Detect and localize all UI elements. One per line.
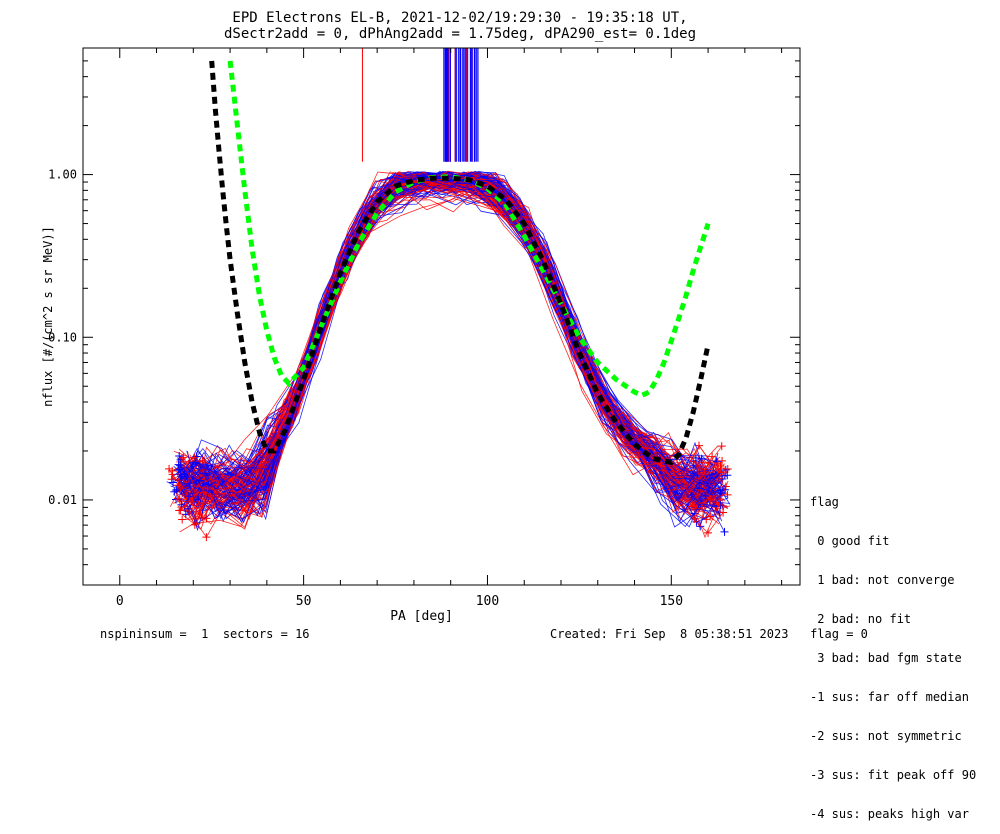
x-tick-label: 150 [660, 594, 683, 609]
profile-line [188, 172, 720, 521]
profile-line [176, 176, 715, 504]
data-point-marker [717, 442, 726, 451]
data-point-marker [708, 452, 717, 461]
profile-line [173, 193, 714, 526]
data-point-marker [717, 464, 726, 473]
footer-spin-info: nspininsum = 1 sectors = 16 [100, 627, 310, 641]
profile-line [178, 179, 715, 512]
x-tick-label: 0 [116, 594, 124, 609]
data-point-marker [175, 506, 184, 515]
profile-line [177, 174, 714, 517]
data-point-marker [202, 533, 211, 542]
legend-item: 2 bad: no fit [810, 612, 912, 626]
data-point-marker [706, 512, 715, 521]
data-point-marker [184, 492, 193, 501]
fit-curves [209, 60, 711, 466]
black-fit-curve [209, 60, 711, 466]
profile-line [186, 170, 722, 512]
data-point-marker [174, 460, 183, 469]
data-point-marker [169, 478, 178, 487]
profile-line [188, 178, 725, 533]
y-axis-label: nflux [#/(cm^2 s sr MeV)] [41, 226, 55, 407]
legend-item: -4 sus: peaks high var [810, 807, 969, 821]
data-point-marker [201, 469, 210, 478]
data-point-marker [706, 495, 715, 504]
profile-line [172, 175, 711, 508]
data-point-marker [690, 514, 699, 523]
data-bundle [165, 48, 732, 542]
plot-frame [82, 47, 801, 586]
data-point-marker [720, 527, 729, 536]
legend-item: -2 sus: not symmetric [810, 729, 962, 743]
y-tick-label: 0.10 [48, 330, 77, 344]
profile-line [177, 180, 714, 512]
data-point-marker [701, 492, 710, 501]
x-tick-label: 100 [476, 594, 499, 609]
profile-line [185, 189, 729, 539]
data-point-marker [723, 490, 732, 499]
legend-item: -1 sus: far off median [810, 690, 969, 704]
data-point-marker [175, 452, 184, 461]
x-tick-label: 50 [296, 594, 312, 609]
x-axis-label: PA [deg] [390, 609, 453, 624]
data-point-marker [190, 453, 199, 462]
profile-line [187, 190, 728, 528]
legend-title: flag [810, 495, 839, 509]
pitch-angle-chart: 0 50 100 150 0.01 0.10 1.00 PA [deg] nflux [#/(c… [41, 47, 801, 624]
data-point-marker [694, 441, 703, 450]
data-point-marker [718, 456, 727, 465]
chart-title-line-1: EPD Electrons EL-B, 2021-12-02/19:29:30 … [232, 10, 688, 26]
legend-item: 1 bad: not converge [810, 573, 955, 587]
data-point-marker [177, 500, 186, 509]
profile-line [178, 176, 711, 520]
data-point-marker [719, 508, 728, 517]
data-point-marker [167, 475, 176, 484]
flag-legend: flag 0 good fit 1 bad: not converge 2 ba… [810, 470, 976, 834]
chart-title-line-2: dSectr2add = 0, dPhAng2add = 1.75deg, dP… [223, 26, 696, 42]
data-point-marker [180, 470, 189, 479]
footer-created: Created: Fri Sep 8 05:38:51 2023 flag = … [550, 627, 868, 641]
data-point-marker [165, 464, 174, 473]
data-point-marker [714, 500, 723, 509]
data-point-marker [178, 515, 187, 524]
legend-item: 0 good fit [810, 534, 890, 548]
y-tick-label: 1.00 [48, 168, 77, 182]
legend-item: 3 bad: bad fgm state [810, 651, 962, 665]
y-tick-label: 0.01 [48, 493, 77, 507]
legend-item: -3 sus: fit peak off 90 [810, 768, 977, 782]
data-point-marker [716, 468, 725, 477]
data-point-marker [690, 469, 699, 478]
axes: 0 50 100 150 0.01 0.10 1.00 PA [deg] nflux [#/(c… [41, 47, 801, 624]
data-point-marker [723, 471, 732, 480]
green-fit-curve [227, 60, 711, 399]
data-point-marker [198, 456, 207, 465]
data-point-marker [695, 484, 704, 493]
data-point-marker [179, 453, 188, 462]
